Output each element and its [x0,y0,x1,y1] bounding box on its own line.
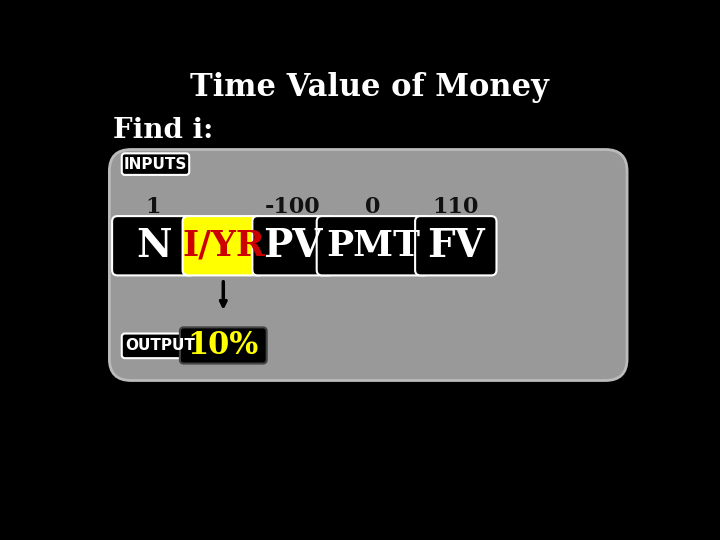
Text: PV: PV [264,227,323,265]
Text: -100: -100 [265,196,321,218]
FancyBboxPatch shape [180,327,266,363]
Text: INPUTS: INPUTS [124,157,187,172]
Text: N: N [136,227,171,265]
Text: 10%: 10% [188,330,259,361]
FancyBboxPatch shape [253,216,334,275]
Text: 1: 1 [145,196,161,218]
FancyBboxPatch shape [122,334,199,358]
FancyBboxPatch shape [317,216,429,275]
Text: Find i:: Find i: [113,117,214,144]
Text: PMT: PMT [326,229,420,263]
Text: 0: 0 [365,196,381,218]
Text: I/YR: I/YR [182,229,265,263]
Text: Time Value of Money: Time Value of Money [189,72,549,103]
Text: FV: FV [427,227,485,265]
FancyBboxPatch shape [183,216,264,275]
Text: OUTPUT: OUTPUT [125,339,195,353]
FancyBboxPatch shape [112,216,195,275]
FancyBboxPatch shape [109,150,627,381]
Text: 110: 110 [433,196,479,218]
FancyBboxPatch shape [122,153,189,175]
FancyBboxPatch shape [415,216,497,275]
